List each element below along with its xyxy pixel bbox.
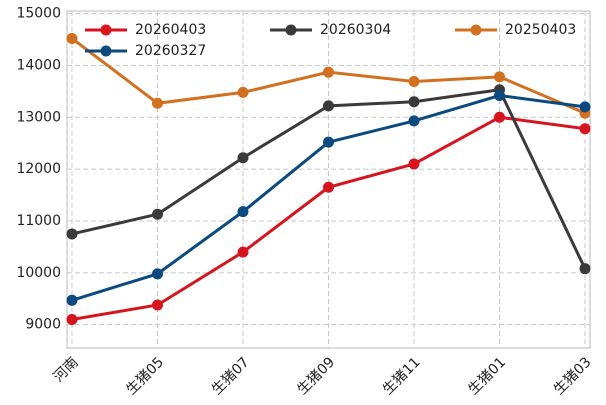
point xyxy=(323,66,334,78)
legend-label: 20260403 xyxy=(135,22,206,38)
point xyxy=(152,268,163,280)
x-tick-label: 生猪01 xyxy=(465,354,509,398)
y-tick-label: 14000 xyxy=(16,57,61,73)
point xyxy=(237,86,249,98)
legend-label: 20260327 xyxy=(135,43,206,59)
point xyxy=(408,96,420,108)
point xyxy=(408,158,420,170)
point xyxy=(408,76,420,88)
x-tick-label: 河南 xyxy=(51,354,82,385)
y-tick-label: 13000 xyxy=(16,109,61,125)
x-tick-label: 生猪11 xyxy=(380,354,424,398)
point xyxy=(579,101,591,113)
point xyxy=(66,32,78,44)
point xyxy=(494,111,505,123)
legend-label: 20250403 xyxy=(505,22,576,38)
y-tick-label: 11000 xyxy=(16,213,61,229)
y-tick-label: 10000 xyxy=(16,265,61,281)
y-tick-label: 15000 xyxy=(16,6,61,22)
point xyxy=(323,100,334,112)
legend-marker xyxy=(470,24,482,36)
y-tick-label: 9000 xyxy=(25,317,61,333)
point xyxy=(152,97,163,109)
point xyxy=(323,136,334,148)
x-tick-label: 生猪09 xyxy=(294,354,338,398)
point xyxy=(323,181,334,193)
legend-marker xyxy=(100,24,112,36)
y-tick-label: 12000 xyxy=(16,161,61,177)
point xyxy=(152,299,163,311)
point xyxy=(494,90,505,102)
point xyxy=(237,152,249,164)
point xyxy=(237,206,249,218)
point xyxy=(579,263,591,275)
legend-marker xyxy=(285,24,297,36)
point xyxy=(408,115,420,127)
point xyxy=(152,208,163,220)
legend-marker xyxy=(100,45,112,57)
x-tick-label: 生猪03 xyxy=(551,354,595,398)
point xyxy=(66,294,78,306)
point xyxy=(579,123,591,135)
x-tick-label: 生猪05 xyxy=(123,354,167,398)
point xyxy=(237,246,249,258)
point xyxy=(66,313,78,325)
legend-label: 20260304 xyxy=(320,22,391,38)
x-tick-label: 生猪07 xyxy=(209,354,253,398)
point xyxy=(494,71,505,83)
point xyxy=(66,228,78,240)
